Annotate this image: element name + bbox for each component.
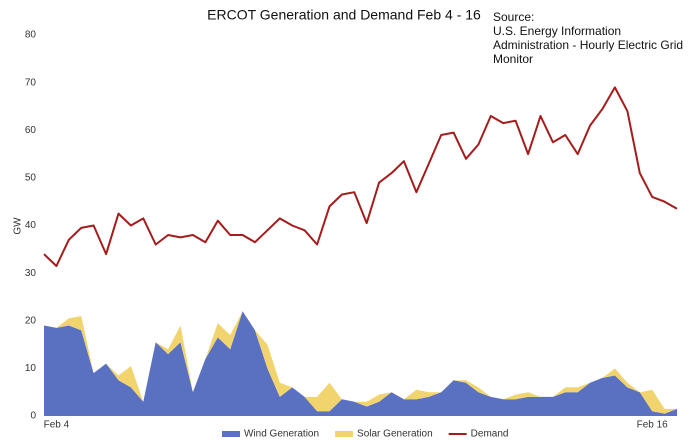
x-tick-label: Feb 4: [44, 420, 70, 431]
legend-swatch: [222, 431, 240, 437]
stacked-area: [44, 311, 677, 416]
legend-swatch: [335, 431, 354, 437]
y-tick-label: 0: [30, 411, 36, 422]
y-tick-label: 60: [25, 125, 37, 136]
source-note: Administration - Hourly Electric Grid: [493, 38, 683, 52]
y-tick-label: 70: [25, 77, 37, 88]
chart-title: ERCOT Generation and Demand Feb 4 - 16: [207, 7, 481, 23]
y-tick-label: 80: [25, 30, 37, 41]
source-note: Monitor: [493, 52, 533, 66]
y-tick-label: 40: [25, 220, 37, 231]
legend-label: Demand: [471, 429, 509, 440]
y-tick-label: 50: [25, 173, 37, 184]
y-tick-label: 30: [25, 268, 37, 279]
y-axis-label: GW: [13, 217, 24, 235]
line: [43, 86, 678, 267]
source-note: U.S. Energy Information: [493, 24, 621, 38]
x-tick-label: Feb 16: [637, 420, 669, 431]
source-note: Source:: [493, 10, 534, 24]
y-tick-label: 20: [25, 315, 37, 326]
legend-label: Wind Generation: [244, 429, 319, 440]
legend-label: Solar Generation: [357, 429, 433, 440]
y-tick-label: 10: [25, 363, 37, 374]
